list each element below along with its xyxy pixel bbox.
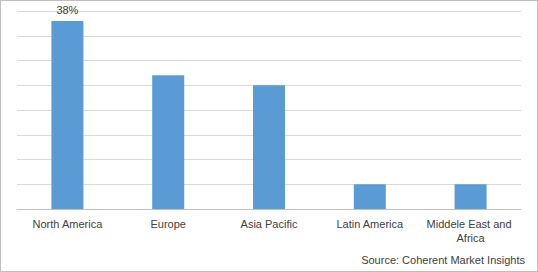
svg-text:38%: 38%	[56, 4, 78, 16]
svg-text:Middele East and: Middele East and	[427, 218, 515, 230]
svg-text:Europe: Europe	[150, 218, 185, 230]
svg-text:Latin America: Latin America	[336, 218, 404, 230]
svg-text:Source: Coherent Market Insigh: Source: Coherent Market Insights	[361, 254, 525, 266]
svg-text:North America: North America	[33, 218, 104, 230]
svg-text:Asia Pacific: Asia Pacific	[241, 218, 298, 230]
svg-text:Africa: Africa	[457, 232, 486, 244]
